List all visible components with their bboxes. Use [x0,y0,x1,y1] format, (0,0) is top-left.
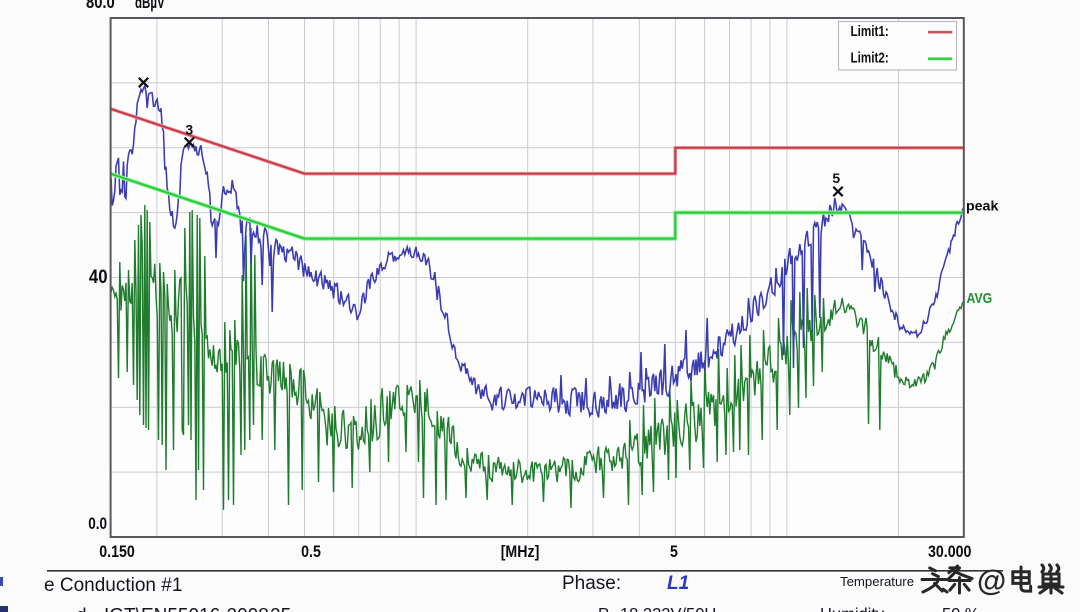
svg-text:Limit2:: Limit2: [851,49,889,66]
svg-text:0.150: 0.150 [99,543,134,561]
svg-text:50 %: 50 % [942,606,980,612]
svg-text:5: 5 [670,543,678,561]
svg-text:peak: peak [966,199,998,215]
svg-text:@: @ [977,565,1006,598]
svg-text:AVG: AVG [967,290,993,306]
svg-text:30.000: 30.000 [928,543,971,561]
svg-text:0.0: 0.0 [88,515,107,534]
svg-text:dBµV: dBµV [135,0,165,13]
svg-text:3: 3 [185,122,193,138]
svg-text:IGT\EN55016-2008: IGT\EN55016-2008 [104,606,269,612]
svg-text:[MHz]: [MHz] [501,543,540,561]
svg-text:25: 25 [270,606,291,612]
svg-text:Phase:: Phase: [562,573,621,594]
svg-text:L1: L1 [667,573,689,594]
svg-text:18.222V/50U: 18.222V/50U [620,606,716,612]
svg-text:Temperature: Temperature [840,574,914,589]
svg-text:5: 5 [832,170,840,186]
svg-text:0.5: 0.5 [301,543,321,561]
svg-text:Humidity: Humidity [820,606,885,612]
svg-text:80.0: 80.0 [86,0,115,12]
svg-text:40: 40 [89,266,108,287]
svg-text:e Conduction #1: e Conduction #1 [44,575,182,596]
svg-text:P: P [598,606,609,612]
svg-text:Limit1:: Limit1: [851,23,889,40]
svg-text:d: d [76,606,87,612]
